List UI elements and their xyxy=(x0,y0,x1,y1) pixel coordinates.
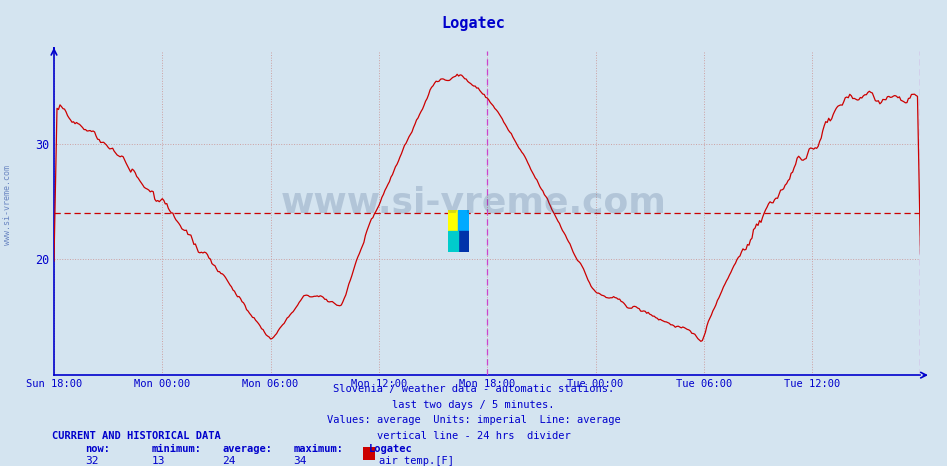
Text: 32: 32 xyxy=(85,456,98,466)
Bar xyxy=(458,231,469,252)
Text: 24: 24 xyxy=(223,456,236,466)
Text: 34: 34 xyxy=(294,456,307,466)
Text: average:: average: xyxy=(223,444,273,453)
Text: www.si-vreme.com: www.si-vreme.com xyxy=(3,165,12,245)
Text: now:: now: xyxy=(85,444,110,453)
Text: last two days / 5 minutes.: last two days / 5 minutes. xyxy=(392,400,555,410)
Text: 13: 13 xyxy=(152,456,165,466)
Text: air temp.[F]: air temp.[F] xyxy=(379,456,454,466)
Text: maximum:: maximum: xyxy=(294,444,344,453)
Text: minimum:: minimum: xyxy=(152,444,202,453)
Text: Slovenia / weather data - automatic stations.: Slovenia / weather data - automatic stat… xyxy=(333,384,614,394)
Text: Logatec: Logatec xyxy=(369,444,413,453)
Bar xyxy=(448,210,458,231)
Text: vertical line - 24 hrs  divider: vertical line - 24 hrs divider xyxy=(377,431,570,440)
Text: www.si-vreme.com: www.si-vreme.com xyxy=(280,186,667,219)
Bar xyxy=(448,231,458,252)
Text: CURRENT AND HISTORICAL DATA: CURRENT AND HISTORICAL DATA xyxy=(52,431,221,441)
Bar xyxy=(458,210,469,231)
Text: Values: average  Units: imperial  Line: average: Values: average Units: imperial Line: av… xyxy=(327,415,620,425)
Text: Logatec: Logatec xyxy=(441,16,506,31)
